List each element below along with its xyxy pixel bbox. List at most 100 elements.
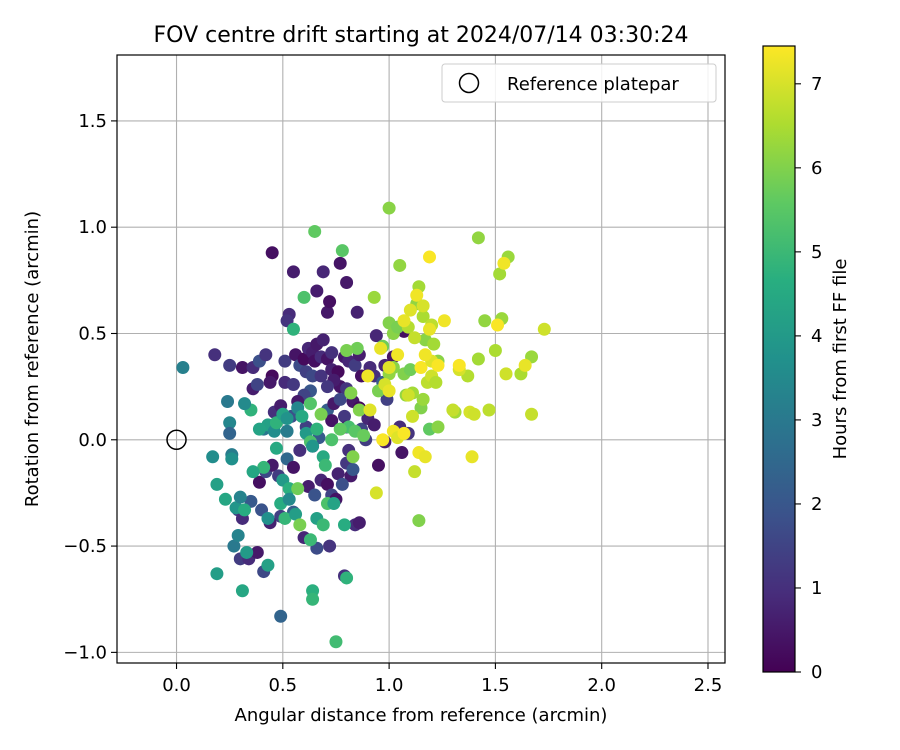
data-point bbox=[427, 337, 441, 351]
data-point bbox=[286, 322, 300, 336]
colorbar-tick-label: 5 bbox=[811, 242, 822, 263]
data-point bbox=[405, 409, 419, 423]
x-tick-label: 1.0 bbox=[375, 675, 404, 696]
data-point bbox=[491, 318, 505, 332]
data-point bbox=[471, 231, 485, 245]
data-point bbox=[410, 288, 424, 302]
data-point bbox=[467, 407, 481, 421]
x-axis-ticks: 0.0 0.5 1.0 1.5 2.0 2.5 bbox=[162, 663, 722, 696]
data-point bbox=[393, 258, 407, 272]
data-point bbox=[348, 358, 362, 372]
data-point bbox=[395, 446, 409, 460]
data-point bbox=[408, 331, 422, 345]
data-point bbox=[408, 465, 422, 479]
data-point bbox=[346, 450, 360, 464]
data-point bbox=[525, 407, 539, 421]
data-point bbox=[344, 386, 358, 400]
data-point bbox=[499, 367, 513, 381]
data-point bbox=[314, 407, 328, 421]
data-point bbox=[367, 290, 381, 304]
data-point bbox=[316, 518, 330, 532]
colorbar-tick-label: 1 bbox=[811, 578, 822, 599]
data-point bbox=[423, 250, 437, 264]
data-point bbox=[308, 224, 322, 238]
x-tick-label: 1.5 bbox=[481, 675, 510, 696]
data-point bbox=[497, 256, 511, 270]
data-point bbox=[259, 348, 273, 362]
data-point bbox=[240, 545, 254, 559]
data-point bbox=[518, 358, 532, 372]
data-point bbox=[227, 539, 241, 553]
legend-marker bbox=[458, 72, 480, 94]
data-point bbox=[252, 475, 266, 489]
colorbar-label: Hours from first FF file bbox=[830, 259, 851, 460]
data-point bbox=[403, 303, 417, 317]
legend-box bbox=[441, 63, 717, 103]
y-tick-label: 1.0 bbox=[78, 217, 107, 238]
data-point bbox=[223, 416, 237, 430]
data-point bbox=[333, 422, 347, 436]
y-tick-label: −0.5 bbox=[63, 536, 107, 557]
data-point bbox=[269, 441, 283, 455]
legend-entry-reference: Reference platepar bbox=[507, 74, 679, 95]
data-point bbox=[333, 392, 347, 406]
data-point bbox=[446, 403, 460, 417]
data-point bbox=[465, 450, 479, 464]
data-point bbox=[335, 477, 349, 491]
data-point bbox=[231, 528, 245, 542]
data-point bbox=[291, 482, 305, 496]
data-point bbox=[325, 414, 339, 428]
x-axis-label: Angular distance from reference (arcmin) bbox=[235, 705, 608, 726]
data-point bbox=[397, 426, 411, 440]
data-point bbox=[210, 567, 224, 581]
data-point bbox=[452, 358, 466, 372]
colorbar bbox=[762, 45, 796, 673]
data-point bbox=[261, 511, 275, 525]
x-tick-label: 2.0 bbox=[587, 675, 616, 696]
data-point bbox=[340, 275, 354, 289]
y-tick-label: −1.0 bbox=[63, 642, 107, 663]
grid-lines bbox=[117, 55, 725, 663]
data-point bbox=[278, 511, 292, 525]
data-point bbox=[367, 418, 381, 432]
data-point bbox=[346, 463, 360, 477]
data-point bbox=[289, 507, 303, 521]
data-point bbox=[306, 439, 320, 453]
data-point bbox=[308, 488, 322, 502]
data-point bbox=[206, 450, 220, 464]
data-point bbox=[320, 305, 334, 319]
data-point bbox=[310, 422, 324, 436]
data-point bbox=[265, 246, 279, 260]
data-point bbox=[537, 322, 551, 336]
data-point bbox=[350, 305, 364, 319]
data-point bbox=[225, 452, 239, 466]
y-tick-label: 0.5 bbox=[78, 323, 107, 344]
data-point bbox=[352, 516, 366, 530]
data-point bbox=[416, 309, 430, 323]
data-point bbox=[376, 433, 390, 447]
data-point bbox=[340, 571, 354, 585]
colorbar-ticks: 0 1 2 3 4 5 6 7 bbox=[795, 74, 822, 683]
data-point bbox=[423, 322, 437, 336]
data-point bbox=[371, 458, 385, 472]
data-point bbox=[493, 267, 507, 281]
data-point bbox=[286, 265, 300, 279]
colorbar-tick-label: 4 bbox=[811, 326, 822, 347]
data-point bbox=[429, 375, 443, 389]
data-point bbox=[382, 361, 396, 375]
data-point bbox=[278, 354, 292, 368]
data-point bbox=[418, 348, 432, 362]
x-tick-label: 0.0 bbox=[162, 675, 191, 696]
colorbar-tick-label: 6 bbox=[811, 158, 822, 179]
data-point bbox=[340, 343, 354, 357]
data-point bbox=[431, 420, 445, 434]
data-point bbox=[293, 443, 307, 457]
data-point bbox=[210, 477, 224, 491]
legend: Reference platepar bbox=[441, 63, 717, 103]
data-point bbox=[282, 492, 296, 506]
y-axis-label: Rotation from reference (arcmin) bbox=[22, 211, 43, 507]
data-point bbox=[382, 201, 396, 215]
data-point bbox=[437, 314, 451, 328]
scatter-points bbox=[176, 201, 551, 649]
data-point bbox=[310, 284, 324, 298]
